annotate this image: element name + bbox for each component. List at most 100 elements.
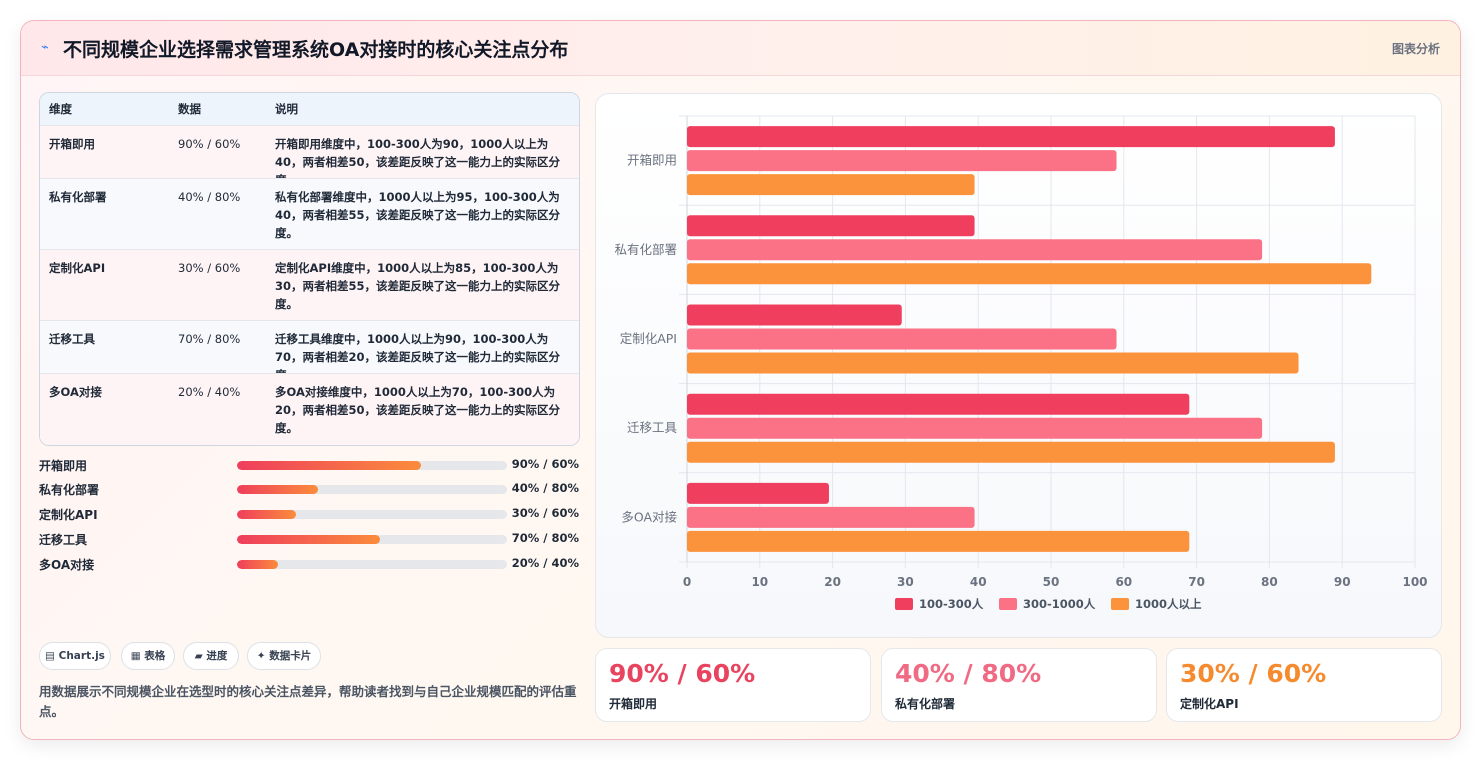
stat-card: 30% / 60% 定制化API: [1166, 648, 1442, 722]
table-row: 开箱即用 90% / 60% 开箱即用维度中，100-300人为90，1000人…: [40, 125, 579, 187]
legend-swatch: [999, 598, 1017, 610]
x-tick-label: 60: [1115, 575, 1132, 589]
progress-value: 30% / 60%: [511, 506, 579, 520]
progress-row: 迁移工具 70% / 80%: [39, 529, 579, 549]
data-table: 维度 数据 说明 开箱即用 90% / 60% 开箱即用维度中，100-300人…: [39, 92, 580, 446]
chart-panel: 0 10 20 30 40 50 60 70 80 90 100 开箱即用 私有化部署 定制化API 迁移工…: [595, 93, 1442, 638]
progress-row: 多OA对接 20% / 40%: [39, 554, 579, 574]
header: ⌁ 不同规模企业选择需求管理系统OA对接时的核心关注点分布 图表分析: [21, 21, 1460, 76]
progress-value: 20% / 40%: [511, 556, 579, 570]
x-tick-label: 50: [1043, 575, 1060, 589]
stat-value: 40% / 80%: [895, 659, 1042, 688]
table-row: 私有化部署 40% / 80% 私有化部署维度中，1000人以上为95，100-…: [40, 178, 579, 250]
legend-label: 300-1000人: [1023, 597, 1096, 611]
table-cell-dimension: 迁移工具: [49, 332, 95, 346]
bar: [687, 126, 1335, 148]
progress-value: 90% / 60%: [511, 457, 579, 471]
header-tag[interactable]: 图表分析: [1391, 42, 1440, 56]
table-cell-dimension: 私有化部署: [49, 190, 107, 204]
legend-label: 1000人以上: [1135, 597, 1202, 611]
progress-track: [237, 510, 507, 519]
x-tick-label: 80: [1261, 575, 1278, 589]
table-cell-data: 30% / 60%: [178, 261, 241, 275]
table-cell-desc: 定制化API维度中，1000人以上为85，100-300人为30，两者相差55，…: [275, 261, 561, 311]
y-category-label: 开箱即用: [627, 153, 677, 168]
bar: [687, 174, 975, 196]
progress-row: 定制化API 30% / 60%: [39, 504, 579, 524]
progress-label: 迁移工具: [39, 533, 88, 547]
progress-row: 私有化部署 40% / 80%: [39, 479, 579, 499]
stat-card: 40% / 80% 私有化部署: [881, 648, 1157, 722]
table-cell-dimension: 定制化API: [49, 261, 106, 275]
stat-label: 开箱即用: [609, 697, 658, 711]
table-cell-data: 70% / 80%: [178, 332, 241, 346]
column-header: 数据: [178, 102, 201, 116]
description: 用数据展示不同规模企业在选型时的核心关注点差异，帮助读者找到与自己企业规模匹配的…: [39, 684, 577, 719]
bar: [687, 482, 829, 504]
table-header: 维度 数据 说明: [40, 93, 579, 125]
bar: [687, 417, 1263, 439]
progress-track: [237, 485, 507, 494]
chip-progress[interactable]: ▰ 进度: [183, 642, 239, 670]
stat-value: 30% / 60%: [1180, 659, 1327, 688]
progress-label: 多OA对接: [39, 558, 95, 572]
stat-label: 私有化部署: [895, 697, 956, 711]
stat-card: 90% / 60% 开箱即用: [595, 648, 871, 722]
bar: [687, 263, 1372, 285]
progress-value: 40% / 80%: [511, 481, 579, 495]
table-cell-data: 90% / 60%: [178, 137, 241, 151]
progress-track: [237, 560, 507, 569]
column-header: 说明: [275, 102, 298, 116]
y-category-label: 多OA对接: [621, 509, 677, 524]
progress-label: 私有化部署: [39, 483, 100, 497]
progress-label: 开箱即用: [39, 459, 88, 473]
table-cell-dimension: 多OA对接: [49, 385, 102, 399]
bar: [687, 393, 1190, 415]
column-header: 维度: [49, 102, 72, 116]
x-tick-label: 0: [683, 575, 691, 589]
table-row: 定制化API 30% / 60% 定制化API维度中，1000人以上为85，10…: [40, 249, 579, 321]
bar: [687, 239, 1263, 261]
x-tick-label: 70: [1188, 575, 1205, 589]
progress-track: [237, 535, 507, 544]
x-tick-label: 100: [1402, 575, 1427, 589]
x-tick-label: 10: [751, 575, 768, 589]
table-cell-dimension: 开箱即用: [49, 137, 95, 151]
table-row: 迁移工具 70% / 80% 迁移工具维度中，1000人以上为90，100-30…: [40, 320, 579, 382]
legend-swatch: [895, 598, 913, 610]
progress-fill: [237, 560, 278, 569]
page-title: 不同规模企业选择需求管理系统OA对接时的核心关注点分布: [63, 39, 569, 61]
bar: [687, 506, 975, 528]
chip-table[interactable]: ▦ 表格: [121, 642, 175, 670]
chart-icon: ⌁: [41, 40, 49, 55]
bar: [687, 328, 1117, 350]
table-cell-desc: 私有化部署维度中，1000人以上为95，100-300人为40，两者相差55，该…: [275, 190, 561, 240]
y-category-label: 迁移工具: [627, 420, 678, 435]
x-tick-label: 20: [824, 575, 841, 589]
stat-value: 90% / 60%: [609, 659, 756, 688]
bar: [687, 441, 1335, 463]
bar: [687, 150, 1117, 172]
x-tick-label: 90: [1334, 575, 1351, 589]
y-category-label: 私有化部署: [614, 242, 677, 257]
table-cell-desc: 迁移工具维度中，1000人以上为90，100-300人为70，两者相差20，该差…: [275, 332, 561, 382]
legend-swatch: [1111, 598, 1129, 610]
bar: [687, 304, 902, 326]
main-card: ⌁ 不同规模企业选择需求管理系统OA对接时的核心关注点分布 图表分析 维度 数据…: [20, 20, 1461, 740]
progress-track: [237, 461, 507, 470]
legend-label: 100-300人: [919, 597, 984, 611]
progress-fill: [237, 535, 381, 544]
progress-value: 70% / 80%: [511, 531, 579, 545]
y-category-label: 定制化API: [620, 331, 677, 346]
bar: [687, 215, 975, 237]
progress-label: 定制化API: [39, 508, 98, 522]
table-cell-desc: 多OA对接维度中，1000人以上为70，100-300人为20，两者相差50，该…: [275, 385, 561, 435]
bar: [687, 352, 1299, 374]
stat-label: 定制化API: [1180, 697, 1239, 711]
progress-fill: [237, 485, 318, 494]
progress-fill: [237, 461, 421, 470]
bar: [687, 530, 1190, 552]
chip-data-card[interactable]: ✦ 数据卡片: [247, 642, 321, 670]
chip-chartjs[interactable]: ▤ Chart.js: [39, 642, 111, 670]
x-tick-label: 30: [897, 575, 914, 589]
